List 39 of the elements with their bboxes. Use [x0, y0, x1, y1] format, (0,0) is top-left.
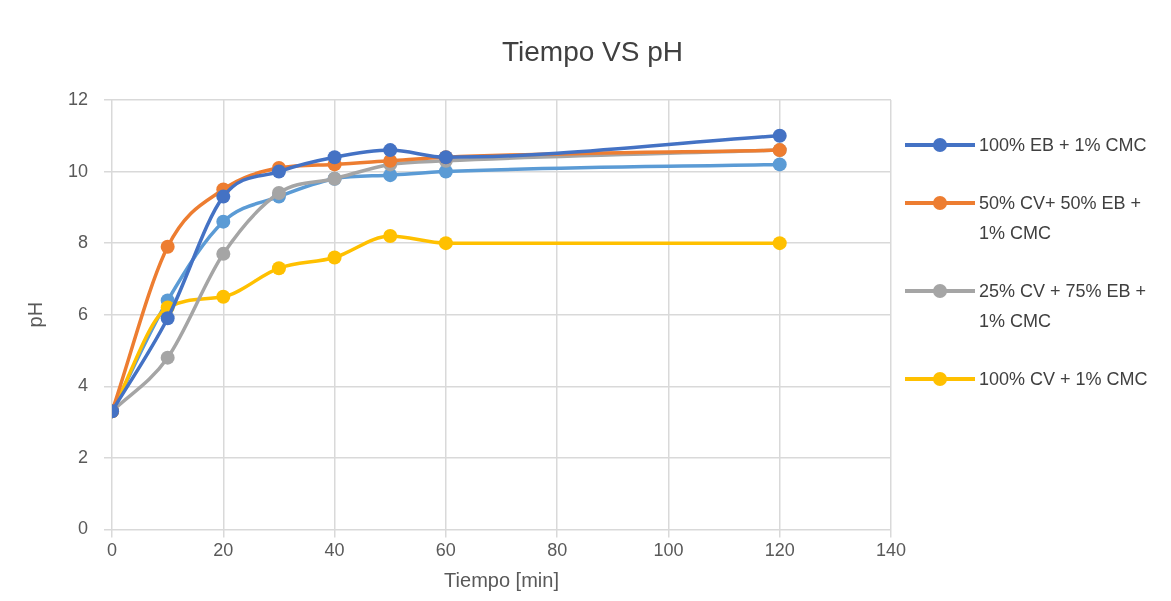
x-tick-label: 0 — [107, 540, 118, 561]
point — [160, 350, 175, 365]
point — [438, 236, 453, 251]
point — [216, 214, 231, 229]
x-tick-label: 80 — [547, 540, 568, 561]
point — [160, 239, 175, 254]
legend-label: 25% CV + 75% EB + 1% CMC — [979, 280, 1148, 333]
point — [772, 128, 787, 143]
y-tick-label: 8 — [78, 232, 89, 253]
legend-label: 100% CV + 1% CMC — [979, 368, 1148, 391]
point — [772, 236, 787, 251]
legend-label: 100% EB + 1% CMC — [979, 134, 1147, 157]
legend-label: 50% CV+ 50% EB + 1% CMC — [979, 192, 1143, 245]
x-tick-label: 40 — [324, 540, 345, 561]
point — [216, 246, 231, 261]
point — [216, 189, 231, 204]
y-tick-label: 6 — [78, 303, 89, 324]
y-axis-title: pH — [23, 301, 46, 328]
y-tick-label: 4 — [78, 375, 89, 396]
y-tick-label: 12 — [67, 88, 89, 109]
point — [271, 164, 286, 179]
x-tick-label: 100 — [653, 540, 684, 561]
point — [383, 228, 398, 243]
x-tick-label: 120 — [764, 540, 795, 561]
point — [383, 143, 398, 158]
point — [160, 311, 175, 326]
point — [772, 157, 787, 172]
point — [271, 261, 286, 276]
point — [327, 150, 342, 165]
x-tick-label: 20 — [213, 540, 234, 561]
x-tick-label: 140 — [875, 540, 907, 561]
y-tick-label: 2 — [78, 446, 89, 467]
chart-title: Tiempo VS pH — [501, 36, 684, 68]
x-tick-label: 60 — [435, 540, 456, 561]
point — [216, 289, 231, 304]
y-tick-label: 0 — [78, 518, 89, 539]
point — [327, 250, 342, 265]
x-axis-title: Tiempo [min] — [444, 568, 559, 591]
y-tick-label: 10 — [67, 160, 89, 181]
